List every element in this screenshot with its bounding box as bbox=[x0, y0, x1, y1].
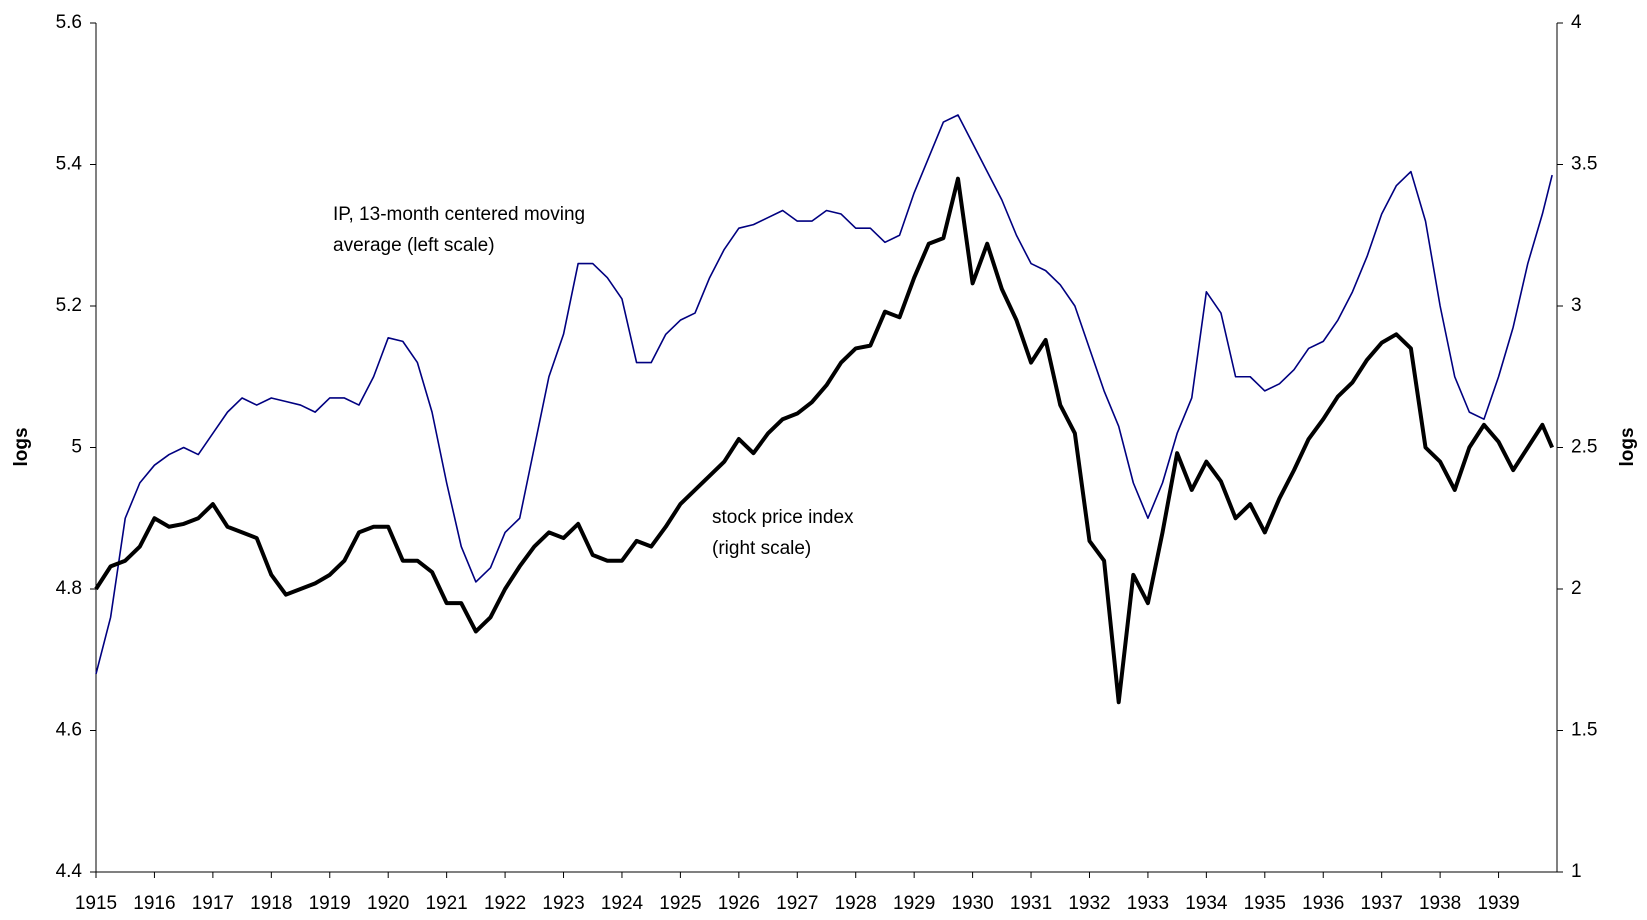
y2-axis-label: logs bbox=[1617, 427, 1638, 466]
y2-tick-label: 2.5 bbox=[1571, 437, 1597, 458]
x-tick-label: 1928 bbox=[835, 893, 877, 914]
annotation: stock price index bbox=[712, 507, 854, 528]
x-tick-label: 1929 bbox=[893, 893, 935, 914]
series-line bbox=[94, 176, 1554, 705]
x-tick-label: 1923 bbox=[542, 893, 584, 914]
x-tick-label: 1932 bbox=[1068, 893, 1110, 914]
x-tick-label: 1938 bbox=[1419, 893, 1461, 914]
y-tick-label: 5 bbox=[71, 437, 82, 458]
x-tick-label: 1916 bbox=[133, 893, 175, 914]
x-tick-label: 1937 bbox=[1361, 893, 1403, 914]
y-tick-label: 4.4 bbox=[56, 861, 83, 882]
y2-tick-label: 1.5 bbox=[1571, 720, 1597, 741]
annotation: IP, 13-month centered moving bbox=[333, 204, 585, 225]
x-tick-label: 1917 bbox=[192, 893, 234, 914]
y-tick-label: 4.8 bbox=[56, 578, 82, 599]
series-line bbox=[95, 114, 1553, 675]
x-tick-label: 1936 bbox=[1302, 893, 1344, 914]
y-tick-label: 5.4 bbox=[56, 154, 83, 175]
x-tick-label: 1930 bbox=[951, 893, 993, 914]
y-tick-label: 5.2 bbox=[56, 295, 82, 316]
annotation: (right scale) bbox=[712, 538, 811, 559]
x-tick-label: 1926 bbox=[718, 893, 760, 914]
y2-tick-label: 4 bbox=[1571, 12, 1582, 33]
x-tick-label: 1921 bbox=[425, 893, 467, 914]
x-tick-label: 1931 bbox=[1010, 893, 1052, 914]
y2-tick-label: 3.5 bbox=[1571, 154, 1597, 175]
y-tick-label: 5.6 bbox=[56, 12, 82, 33]
x-tick-label: 1918 bbox=[250, 893, 292, 914]
y-axis-label: logs bbox=[11, 427, 32, 466]
x-tick-label: 1925 bbox=[659, 893, 701, 914]
y2-tick-label: 2 bbox=[1571, 578, 1582, 599]
x-tick-label: 1939 bbox=[1477, 893, 1519, 914]
x-tick-label: 1933 bbox=[1127, 893, 1169, 914]
x-tick-label: 1922 bbox=[484, 893, 526, 914]
x-tick-label: 1919 bbox=[309, 893, 351, 914]
y2-tick-label: 1 bbox=[1571, 861, 1582, 882]
x-tick-label: 1935 bbox=[1244, 893, 1286, 914]
x-tick-label: 1924 bbox=[601, 893, 644, 914]
x-tick-label: 1920 bbox=[367, 893, 409, 914]
x-tick-label: 1915 bbox=[75, 893, 117, 914]
x-tick-label: 1927 bbox=[776, 893, 818, 914]
y2-tick-label: 3 bbox=[1571, 295, 1582, 316]
annotation: average (left scale) bbox=[333, 235, 495, 256]
y-tick-label: 4.6 bbox=[56, 720, 82, 741]
x-tick-label: 1934 bbox=[1185, 893, 1228, 914]
